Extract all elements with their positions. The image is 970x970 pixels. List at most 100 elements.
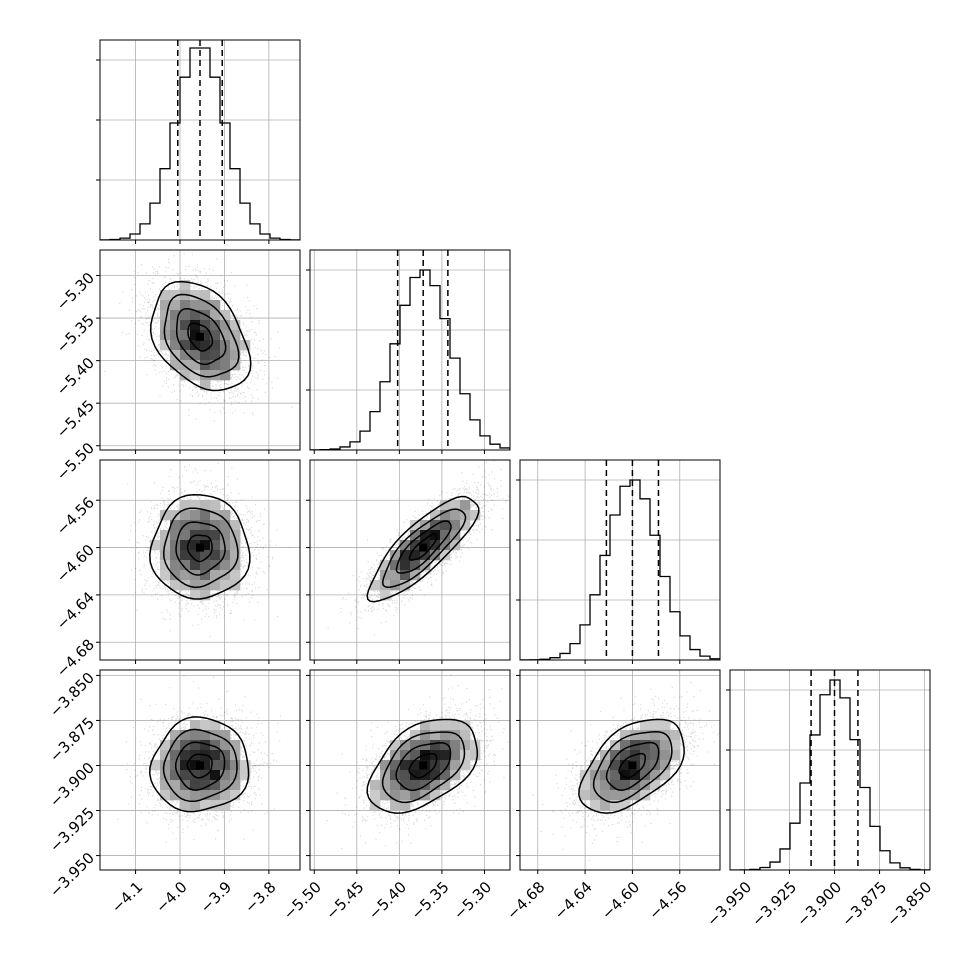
density-cell <box>400 560 411 571</box>
density-cell <box>630 790 641 801</box>
panel-content <box>310 460 510 660</box>
density-cell <box>620 740 631 751</box>
panel-content <box>100 460 300 660</box>
y-tick-label: −4.56 <box>53 494 98 539</box>
contour-1 <box>605 741 660 791</box>
density-cell <box>220 560 231 571</box>
panel-frame <box>99 39 301 241</box>
density-peak <box>628 761 637 770</box>
density-cell <box>610 800 621 811</box>
density-cell <box>210 500 221 511</box>
density-cell <box>660 750 671 761</box>
density-cell <box>390 750 401 761</box>
density-cell <box>200 350 211 361</box>
density-cell <box>170 520 181 531</box>
density-cell <box>160 780 171 791</box>
density-cell <box>230 340 241 351</box>
density-cell <box>440 760 451 771</box>
x-tick-label: −4.64 <box>551 878 596 923</box>
density-cell <box>600 760 611 771</box>
density-peak <box>419 543 428 552</box>
density-cell <box>190 340 201 351</box>
density-cell <box>450 730 461 741</box>
density-cell <box>170 530 181 541</box>
x-tick-label: −4.60 <box>598 878 643 923</box>
density-cell <box>210 540 221 551</box>
density-cell <box>450 520 461 531</box>
panel-3-2: −4.68 −4.64 −4.60 −4.56 <box>503 669 721 923</box>
density-cell <box>590 760 601 771</box>
density-cell <box>450 530 461 541</box>
contour-0 <box>408 533 438 561</box>
density-cell <box>210 550 221 561</box>
panel-2-1 <box>306 459 511 664</box>
density-cell <box>460 520 471 531</box>
density-cell <box>160 790 171 801</box>
density-cell <box>400 740 411 751</box>
density-cell <box>420 560 431 571</box>
panel-3-0: −3.950−3.925−3.900−3.875−3.850−4.1 −4.0 −3… <box>46 669 301 917</box>
density-cell <box>180 570 191 581</box>
panel-content <box>310 670 510 870</box>
density-cell <box>220 320 231 331</box>
density-cell <box>380 770 391 781</box>
density-cell <box>240 340 251 351</box>
y-tick-label: −5.40 <box>53 354 98 399</box>
x-tick-label: −4.56 <box>645 878 690 923</box>
density-cell <box>450 760 461 771</box>
density-cell <box>180 540 191 551</box>
y-tick-label: −5.35 <box>53 311 98 356</box>
density-cell <box>150 540 161 551</box>
density-cell <box>380 580 391 591</box>
density-cell <box>220 770 231 781</box>
density-cell <box>200 730 211 741</box>
panel-1-0: −5.50−5.45−5.40−5.35−5.30 <box>53 249 301 484</box>
density-cell <box>420 720 431 731</box>
density-cell <box>400 800 411 811</box>
density-cell <box>200 300 211 311</box>
density-cell <box>200 560 211 571</box>
density-cell <box>190 290 201 301</box>
density-cell <box>240 760 251 771</box>
density-cell <box>430 780 441 791</box>
density-cell <box>620 730 631 741</box>
density-cell <box>620 750 631 761</box>
density-cell <box>400 580 411 591</box>
x-tick-label: −4.68 <box>503 878 548 923</box>
density-cell <box>420 550 431 561</box>
density-cell <box>210 330 221 341</box>
contour-1 <box>395 520 452 574</box>
density-cell <box>650 780 661 791</box>
density-cell <box>430 540 441 551</box>
density-cell <box>220 550 231 561</box>
density-cell <box>410 730 421 741</box>
density-cell <box>440 540 451 551</box>
density-cell <box>610 760 621 771</box>
density-cell <box>220 580 231 591</box>
density-cell <box>390 800 401 811</box>
density-cell <box>190 740 201 751</box>
density-cell <box>670 730 681 741</box>
density-cell <box>430 770 441 781</box>
density-cell <box>180 550 191 561</box>
density-cell <box>170 510 181 521</box>
density-cell <box>180 750 191 761</box>
density-cell <box>190 370 201 381</box>
density-cell <box>210 580 221 591</box>
density-cell <box>190 500 201 511</box>
density-cell <box>430 730 441 741</box>
y-tick-label: −4.68 <box>53 636 98 681</box>
density-cell <box>640 740 651 751</box>
density-cell <box>430 550 441 561</box>
panel-0-0 <box>96 39 301 244</box>
x-tick-label: −4.0 <box>152 878 190 916</box>
density-cell <box>390 570 401 581</box>
contour-2 <box>592 731 673 804</box>
density-cell <box>210 520 221 531</box>
density-cell <box>170 340 181 351</box>
density-cell <box>440 750 451 761</box>
panel-content <box>520 460 720 660</box>
density-cell <box>190 720 201 731</box>
density-cell <box>440 510 451 521</box>
density-cell <box>210 340 221 351</box>
